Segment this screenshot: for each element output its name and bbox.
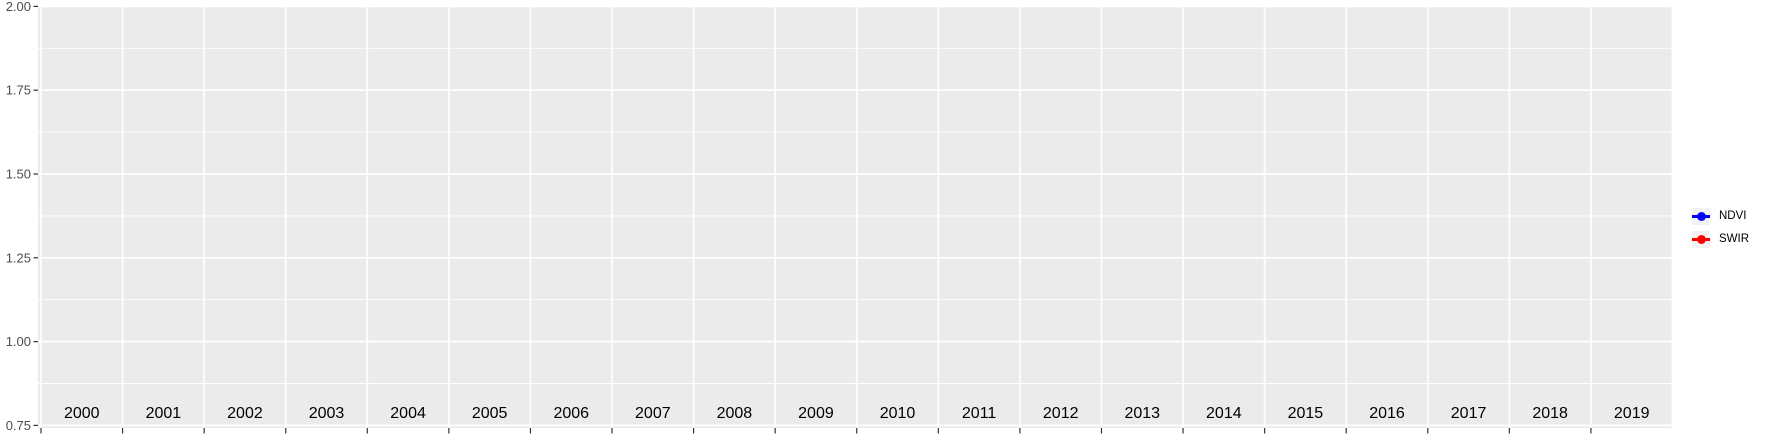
legend-entry-ndvi: NDVI bbox=[1692, 208, 1749, 225]
x-year-label: 2013 bbox=[1124, 405, 1160, 422]
y-tick-label: 1.50 bbox=[6, 167, 31, 182]
legend-label-swir: SWIR bbox=[1719, 233, 1750, 245]
legend: NDVI SWIR bbox=[1692, 208, 1749, 248]
x-year-label: 2012 bbox=[1043, 405, 1079, 422]
x-year-label: 2014 bbox=[1206, 405, 1242, 422]
x-year-label: 2009 bbox=[798, 405, 834, 422]
x-year-label: 2019 bbox=[1614, 405, 1650, 422]
x-year-label: 2017 bbox=[1451, 405, 1487, 422]
x-year-label: 2005 bbox=[472, 405, 508, 422]
panel-background bbox=[38, 6, 1673, 428]
x-year-label: 2010 bbox=[880, 405, 916, 422]
x-year-label: 2000 bbox=[64, 405, 100, 422]
x-year-label: 2003 bbox=[309, 405, 345, 422]
y-tick-label: 1.75 bbox=[6, 83, 31, 98]
y-tick-label: 2.00 bbox=[6, 0, 31, 14]
y-tick-label: 1.00 bbox=[6, 334, 31, 349]
x-year-label: 2008 bbox=[717, 405, 753, 422]
y-tick-label: 0.75 bbox=[6, 418, 31, 433]
x-year-label: 2001 bbox=[146, 405, 182, 422]
x-year-label: 2016 bbox=[1369, 405, 1405, 422]
x-year-label: 2015 bbox=[1288, 405, 1324, 422]
x-year-label: 2006 bbox=[553, 405, 589, 422]
legend-key-ndvi bbox=[1692, 208, 1710, 225]
x-year-label: 2007 bbox=[635, 405, 671, 422]
x-year-label: 2004 bbox=[390, 405, 426, 422]
legend-entry-swir: SWIR bbox=[1692, 231, 1749, 248]
x-year-label: 2018 bbox=[1532, 405, 1568, 422]
x-year-label: 2011 bbox=[962, 405, 997, 422]
legend-key-swir bbox=[1692, 231, 1710, 248]
legend-label-ndvi: NDVI bbox=[1719, 210, 1747, 222]
y-tick-label: 1.25 bbox=[6, 250, 31, 265]
ndvi-point-sample-icon bbox=[1696, 212, 1706, 221]
x-year-label: 2002 bbox=[227, 405, 263, 422]
swir-point-sample-icon bbox=[1696, 235, 1706, 244]
